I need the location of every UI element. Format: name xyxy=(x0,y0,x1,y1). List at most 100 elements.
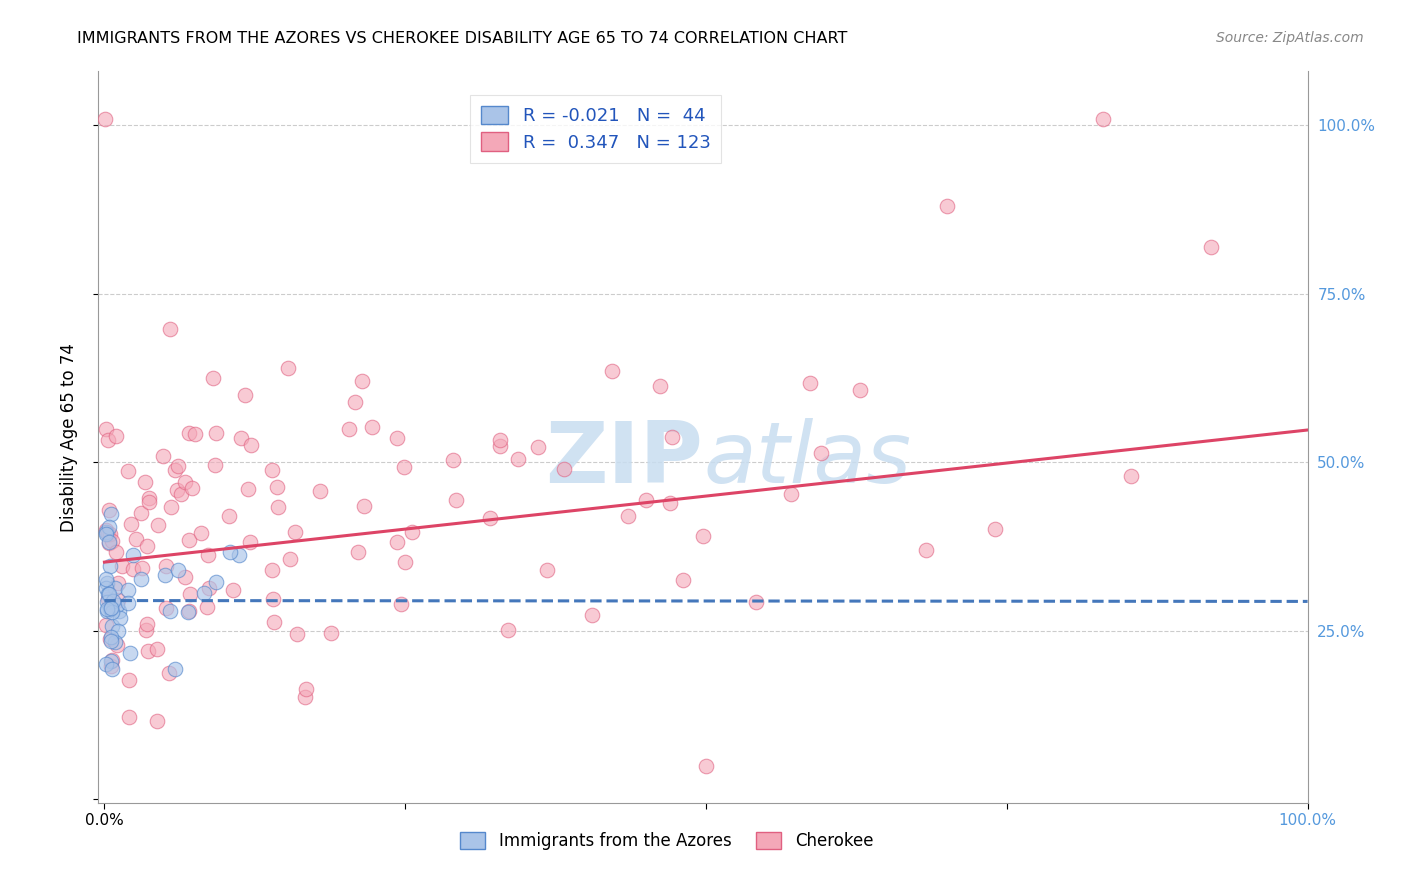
Point xyxy=(97,535,120,549)
Point xyxy=(94,572,117,586)
Point xyxy=(489,433,512,447)
Point xyxy=(97,592,120,607)
Point xyxy=(915,542,938,557)
Point xyxy=(98,559,121,574)
Point xyxy=(121,562,143,576)
Point xyxy=(125,532,148,546)
Point xyxy=(100,634,122,648)
Point xyxy=(129,572,152,586)
Point xyxy=(120,516,142,531)
Point xyxy=(262,592,284,607)
Point xyxy=(166,563,188,577)
Point xyxy=(1201,239,1223,253)
Point xyxy=(352,374,374,388)
Point xyxy=(385,535,408,549)
Point xyxy=(165,662,187,676)
Point xyxy=(581,608,603,623)
Point xyxy=(295,681,318,696)
Point xyxy=(496,624,519,638)
Point xyxy=(136,643,159,657)
Point xyxy=(780,487,803,501)
Point xyxy=(97,587,120,601)
Point xyxy=(935,199,957,213)
Point xyxy=(105,545,128,559)
Point xyxy=(104,635,127,649)
Point xyxy=(205,425,228,440)
Text: IMMIGRANTS FROM THE AZORES VS CHEROKEE DISABILITY AGE 65 TO 74 CORRELATION CHART: IMMIGRANTS FROM THE AZORES VS CHEROKEE D… xyxy=(77,31,848,46)
Point xyxy=(104,581,127,595)
Point xyxy=(636,492,658,507)
Point xyxy=(361,419,384,434)
Point xyxy=(204,458,226,472)
Point xyxy=(181,482,204,496)
Point xyxy=(111,559,134,574)
Point xyxy=(107,576,129,591)
Point xyxy=(617,508,640,523)
Point xyxy=(197,548,219,562)
Point xyxy=(146,517,169,532)
Point xyxy=(135,623,157,637)
Point xyxy=(135,539,157,553)
Point xyxy=(394,555,416,569)
Point xyxy=(193,586,215,600)
Point xyxy=(100,654,122,668)
Point xyxy=(101,652,124,666)
Point xyxy=(101,619,124,633)
Point xyxy=(526,440,548,454)
Point xyxy=(183,426,205,441)
Point xyxy=(163,463,186,477)
Point xyxy=(101,661,124,675)
Point xyxy=(94,527,117,541)
Point xyxy=(100,632,122,646)
Point xyxy=(177,604,200,618)
Point xyxy=(353,499,375,513)
Point xyxy=(98,502,121,516)
Point xyxy=(195,600,218,615)
Point xyxy=(222,583,245,598)
Point xyxy=(799,376,821,391)
Point xyxy=(138,491,160,505)
Point xyxy=(96,604,118,618)
Point xyxy=(177,533,200,547)
Point xyxy=(202,370,225,384)
Point xyxy=(672,573,695,587)
Point xyxy=(100,508,122,522)
Point xyxy=(94,582,117,596)
Point xyxy=(98,602,121,616)
Point xyxy=(100,659,122,673)
Point xyxy=(157,666,180,681)
Point xyxy=(198,581,221,595)
Point xyxy=(117,596,139,610)
Point xyxy=(337,422,360,436)
Point xyxy=(122,549,145,563)
Text: ZIP: ZIP xyxy=(546,417,703,500)
Legend: Immigrants from the Azores, Cherokee: Immigrants from the Azores, Cherokee xyxy=(454,825,880,856)
Point xyxy=(346,545,368,559)
Point xyxy=(93,112,115,126)
Point xyxy=(321,626,343,640)
Point xyxy=(96,576,118,591)
Point xyxy=(167,459,190,474)
Point xyxy=(94,618,117,632)
Point xyxy=(159,322,181,336)
Point xyxy=(600,364,623,378)
Point xyxy=(117,464,139,478)
Point xyxy=(239,438,262,452)
Point xyxy=(105,638,128,652)
Point xyxy=(103,594,125,608)
Point xyxy=(277,361,299,376)
Point xyxy=(392,459,415,474)
Point xyxy=(107,624,129,639)
Point xyxy=(489,439,512,453)
Point xyxy=(152,449,174,463)
Point xyxy=(984,522,1007,536)
Point xyxy=(239,534,262,549)
Point xyxy=(278,552,301,566)
Point xyxy=(287,627,309,641)
Point xyxy=(118,673,141,688)
Point xyxy=(97,527,120,541)
Point xyxy=(179,587,201,601)
Point xyxy=(536,564,558,578)
Point xyxy=(108,604,131,618)
Point xyxy=(389,598,412,612)
